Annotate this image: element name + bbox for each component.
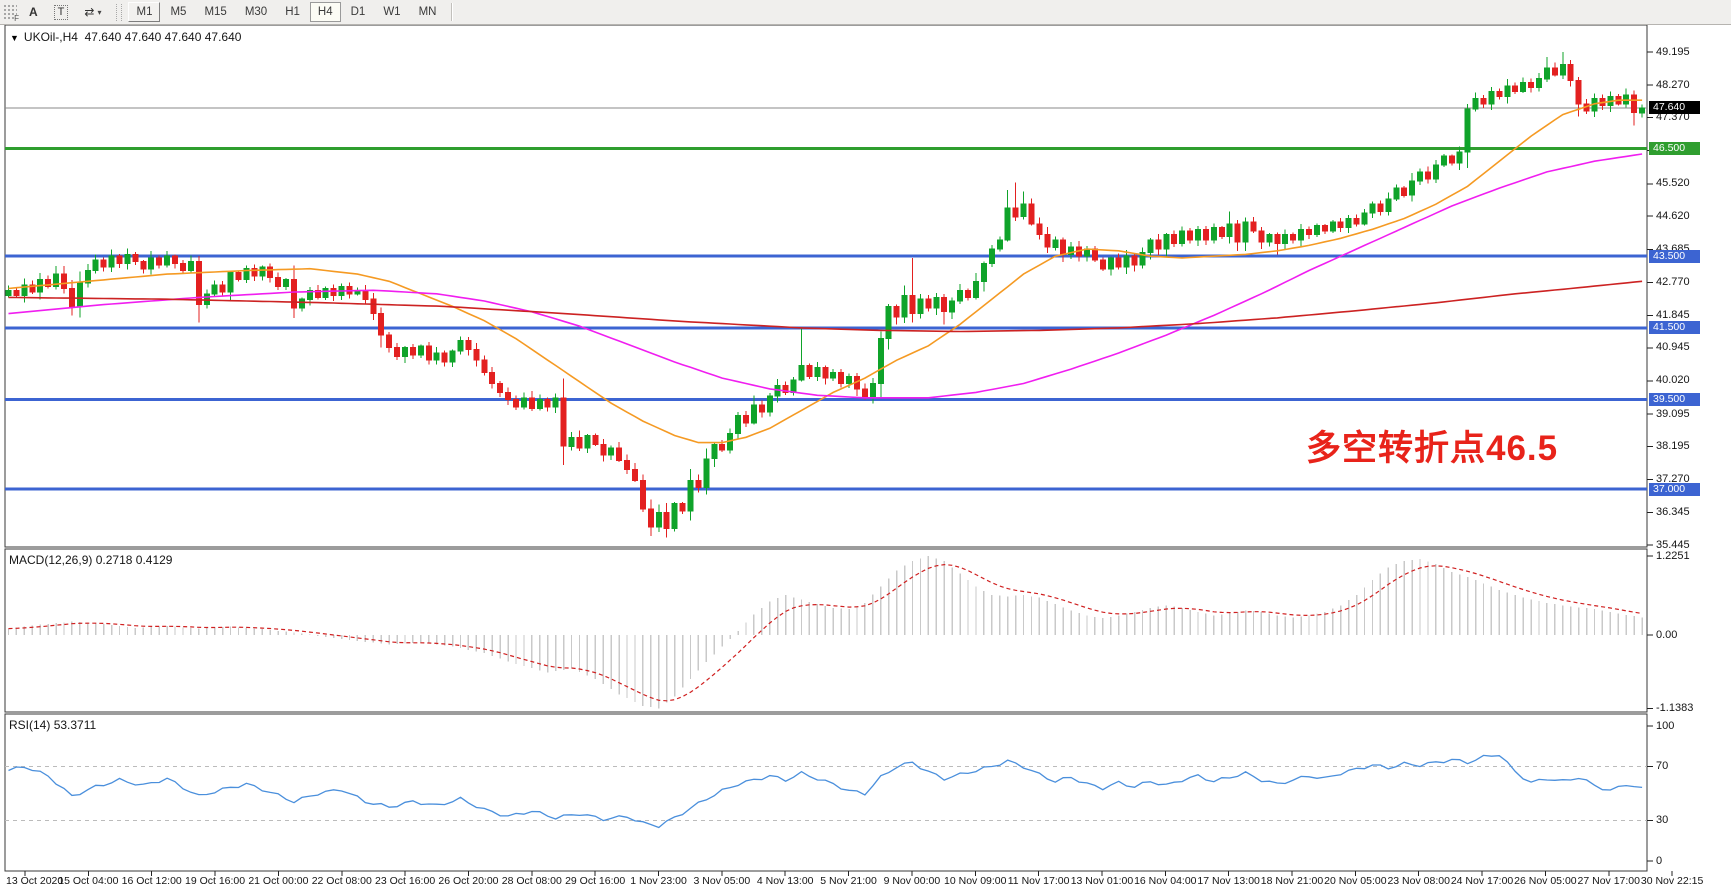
time-axis-label: 30 Nov 22:15 bbox=[1640, 875, 1704, 887]
rsi-axis-label: 70 bbox=[1656, 760, 1669, 772]
time-axis-label: 28 Oct 08:00 bbox=[501, 875, 562, 887]
rsi-axis-label: 30 bbox=[1656, 814, 1669, 826]
rsi-name: RSI(14) bbox=[9, 718, 51, 732]
price-axis-label: 39.095 bbox=[1656, 407, 1690, 420]
text-box-tool-button[interactable]: T bbox=[47, 2, 76, 22]
time-axis-label: 16 Nov 04:00 bbox=[1134, 875, 1197, 887]
price-level-badge: 41.500 bbox=[1649, 321, 1700, 335]
rsi-axis-label: 100 bbox=[1656, 719, 1675, 732]
time-axis-label: 23 Nov 08:00 bbox=[1387, 875, 1450, 887]
timeframe-button-m15[interactable]: M15 bbox=[196, 2, 234, 22]
chart-title: ▼ UKOil-,H4 47.640 47.640 47.640 47.640 bbox=[10, 30, 241, 44]
time-axis-label: 15 Oct 04:00 bbox=[58, 875, 119, 887]
arrow-objects-button[interactable]: ⇄ ▾ bbox=[77, 2, 108, 22]
toolbar-grip[interactable]: F bbox=[3, 4, 19, 23]
time-axis-label: 9 Nov 00:00 bbox=[883, 875, 941, 887]
current-price-badge: 47.640 bbox=[1649, 101, 1700, 115]
price-level-badge: 37.000 bbox=[1649, 482, 1700, 496]
timeframe-button-m5[interactable]: M5 bbox=[162, 2, 194, 22]
timeframe-button-h4[interactable]: H4 bbox=[309, 2, 341, 22]
periods-toolbar-grip[interactable] bbox=[116, 3, 123, 21]
time-axis-label: 20 Nov 05:00 bbox=[1324, 875, 1387, 887]
time-axis-label: 26 Nov 05:00 bbox=[1514, 875, 1577, 887]
time-axis-label: 22 Oct 08:00 bbox=[311, 875, 372, 887]
price-axis-label: 45.520 bbox=[1656, 177, 1690, 190]
time-axis-label: 26 Oct 20:00 bbox=[438, 875, 499, 887]
time-axis-label: 17 Nov 13:00 bbox=[1197, 875, 1260, 887]
price-axis-label: 42.770 bbox=[1656, 275, 1690, 288]
chart-symbol-period: UKOil-,H4 bbox=[23, 30, 78, 44]
text-label-tool-button[interactable]: A bbox=[22, 2, 45, 22]
toolbar-grip-label: F bbox=[14, 14, 19, 23]
price-axis-label: 40.020 bbox=[1656, 374, 1690, 387]
price-axis-label: 44.620 bbox=[1656, 209, 1690, 222]
time-axis-label: 21 Oct 00:00 bbox=[248, 875, 309, 887]
timeframe-button-d1[interactable]: D1 bbox=[343, 2, 374, 22]
price-axis-label: 48.270 bbox=[1656, 78, 1690, 91]
price-axis-label: 35.445 bbox=[1656, 538, 1690, 551]
price-level-badge: 43.500 bbox=[1649, 249, 1700, 263]
symbol-dropdown-icon[interactable]: ▼ bbox=[10, 33, 19, 43]
time-axis-label: 10 Nov 09:00 bbox=[944, 875, 1007, 887]
price-axis-label: 49.195 bbox=[1656, 45, 1690, 58]
time-axis-label: 5 Nov 21:00 bbox=[820, 875, 877, 887]
timeframe-button-mn[interactable]: MN bbox=[411, 2, 445, 22]
timeframe-toolbar: M1 M5 M15 M30 H1 H4 D1 W1 MN bbox=[127, 2, 445, 22]
main-toolbar: F A T ⇄ ▾ M1 M5 M15 M30 H1 H4 D1 W1 MN bbox=[0, 0, 1731, 25]
letter-t-icon: T bbox=[53, 4, 69, 20]
price-axis-label: 36.345 bbox=[1656, 506, 1690, 519]
rsi-value: 53.3711 bbox=[53, 718, 97, 732]
toolbar-separator bbox=[451, 3, 454, 21]
dropdown-arrow-icon: ▾ bbox=[97, 7, 102, 17]
time-axis-label: 24 Nov 17:00 bbox=[1450, 875, 1514, 887]
arrows-icon: ⇄ bbox=[84, 5, 95, 19]
time-axis-label: 16 Oct 12:00 bbox=[121, 875, 182, 887]
macd-signal-value: 0.4129 bbox=[135, 553, 173, 567]
time-axis-label: 4 Nov 13:00 bbox=[756, 875, 814, 887]
rsi-indicator-label: RSI(14) 53.3711 bbox=[9, 718, 96, 732]
time-axis-label: 23 Oct 16:00 bbox=[375, 875, 436, 887]
time-axis-label: 13 Oct 2020 bbox=[6, 875, 64, 887]
macd-value: 0.2718 bbox=[95, 553, 133, 567]
rsi-axis-label: 0 bbox=[1656, 854, 1663, 867]
macd-name: MACD(12,26,9) bbox=[9, 553, 93, 567]
time-axis-label: 1 Nov 23:00 bbox=[630, 875, 687, 887]
price-axis-label: 40.945 bbox=[1656, 341, 1690, 354]
timeframe-button-m1[interactable]: M1 bbox=[128, 2, 161, 22]
macd-axis-label: 1.2251 bbox=[1656, 549, 1690, 562]
macd-axis-label: -1.1383 bbox=[1656, 701, 1694, 714]
price-level-badge: 39.500 bbox=[1649, 393, 1700, 407]
timeframe-button-h1[interactable]: H1 bbox=[277, 2, 308, 22]
timeframe-button-m30[interactable]: M30 bbox=[237, 2, 275, 22]
time-axis-label: 29 Oct 16:00 bbox=[565, 875, 626, 887]
price-axis-label: 38.195 bbox=[1656, 439, 1690, 452]
time-axis-label: 19 Oct 16:00 bbox=[184, 875, 246, 887]
macd-axis-label: 0.00 bbox=[1656, 628, 1678, 641]
time-axis-label: 13 Nov 01:00 bbox=[1070, 875, 1134, 887]
timeframe-button-w1[interactable]: W1 bbox=[375, 2, 408, 22]
chart-ohlc-values: 47.640 47.640 47.640 47.640 bbox=[84, 30, 242, 44]
time-axis-label: 3 Nov 05:00 bbox=[693, 875, 751, 887]
price-level-badge: 46.500 bbox=[1649, 142, 1700, 156]
price-axis-label: 41.845 bbox=[1656, 309, 1690, 322]
annotation-text: 多空转折点46.5 bbox=[1306, 429, 1559, 468]
time-axis-label: 18 Nov 21:00 bbox=[1260, 875, 1324, 887]
time-axis-label: 27 Nov 17:00 bbox=[1577, 875, 1640, 887]
price-axis-label: 37.270 bbox=[1656, 473, 1690, 486]
macd-indicator-label: MACD(12,26,9) 0.2718 0.4129 bbox=[9, 553, 172, 567]
time-axis-label: 11 Nov 17:00 bbox=[1007, 875, 1070, 887]
letter-a-icon: A bbox=[29, 5, 38, 19]
